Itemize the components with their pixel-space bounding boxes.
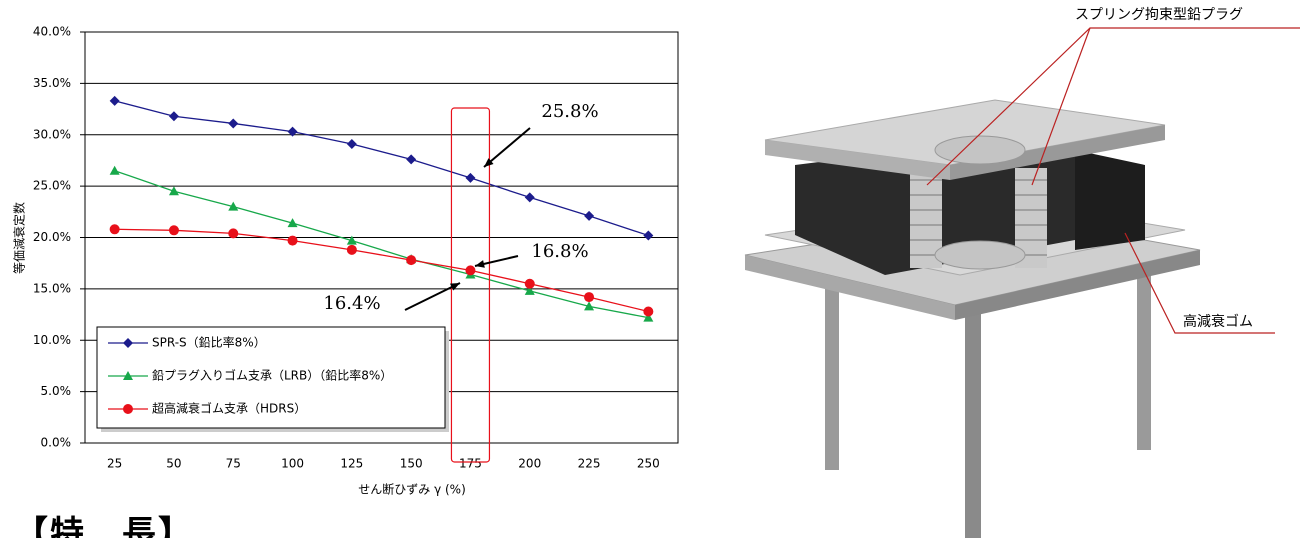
annotation: 16.4% xyxy=(323,293,380,314)
marker xyxy=(228,118,239,129)
y-tick-label: 0.0% xyxy=(41,436,72,450)
marker xyxy=(287,126,298,137)
marker xyxy=(584,210,595,221)
marker xyxy=(109,95,120,106)
x-tick-label: 25 xyxy=(107,457,122,471)
callout-label: 高減衰ゴム xyxy=(1183,313,1253,330)
marker xyxy=(287,235,298,246)
x-tick-label: 100 xyxy=(281,457,304,471)
marker xyxy=(643,312,654,322)
marker xyxy=(643,230,654,241)
marker xyxy=(524,192,535,203)
x-tick-label: 150 xyxy=(400,457,423,471)
y-tick-label: 20.0% xyxy=(33,230,71,244)
marker xyxy=(168,111,179,122)
marker xyxy=(465,172,476,183)
y-tick-label: 35.0% xyxy=(33,76,71,90)
marker xyxy=(109,165,120,175)
x-tick-label: 250 xyxy=(637,457,660,471)
annotation-arrow xyxy=(404,282,461,311)
marker xyxy=(228,201,239,211)
annotation: 16.8% xyxy=(531,241,588,262)
arrow-head xyxy=(450,283,460,291)
y-tick-label: 25.0% xyxy=(33,179,71,193)
marker xyxy=(406,154,417,165)
section-heading: 【特 長】 xyxy=(14,514,194,538)
series-line xyxy=(114,228,649,313)
marker xyxy=(346,138,357,149)
series-line xyxy=(114,100,649,237)
marker xyxy=(584,301,595,311)
marker xyxy=(168,225,179,236)
marker xyxy=(123,338,133,348)
marker xyxy=(346,235,357,245)
annotation-arrow xyxy=(483,127,531,168)
series-line xyxy=(114,170,649,319)
chart: 等価減衰定数 せん断ひずみ γ (%) 0.0% 5.0% 10.0% 15.0% 20… xyxy=(12,25,679,497)
annotation: 25.8% xyxy=(541,101,598,122)
x-tick-label: 200 xyxy=(518,457,541,471)
y-tick-label: 5.0% xyxy=(41,384,72,398)
y-axis-label: 等価減衰定数 xyxy=(12,202,27,274)
y-tick-label: 40.0% xyxy=(33,25,71,39)
legend-label: 超高減衰ゴム支承（HDRS） xyxy=(152,401,306,416)
marker xyxy=(287,218,298,228)
y-tick-label: 15.0% xyxy=(33,281,71,295)
marker xyxy=(228,228,239,239)
marker xyxy=(584,292,595,303)
y-tick-label: 30.0% xyxy=(33,127,71,141)
legend-label: SPR-S（鉛比率8%） xyxy=(152,335,266,350)
marker xyxy=(109,224,120,235)
marker xyxy=(643,306,654,317)
legend-label: 鉛プラグ入りゴム支承（LRB）（鉛比率8%） xyxy=(152,368,392,383)
arrow-head xyxy=(484,158,494,167)
marker xyxy=(123,404,133,414)
marker xyxy=(346,244,357,255)
isolator-drawing xyxy=(744,99,1201,538)
arrow-head xyxy=(475,260,485,268)
marker xyxy=(168,186,179,196)
y-tick-label: 10.0% xyxy=(33,333,71,347)
legend xyxy=(96,326,446,429)
x-tick-label: 75 xyxy=(226,457,241,471)
x-tick-label: 50 xyxy=(166,457,181,471)
marker xyxy=(465,265,476,276)
x-tick-label: 125 xyxy=(340,457,363,471)
x-axis-label: せん断ひずみ γ (%) xyxy=(358,482,466,497)
x-tick-label: 225 xyxy=(578,457,601,471)
marker xyxy=(123,371,133,380)
marker xyxy=(406,255,417,266)
callout-label: スプリング拘束型鉛プラグ xyxy=(1075,7,1243,23)
marker xyxy=(524,278,535,289)
marker xyxy=(524,285,535,295)
x-tick-label: 175 xyxy=(459,457,482,471)
